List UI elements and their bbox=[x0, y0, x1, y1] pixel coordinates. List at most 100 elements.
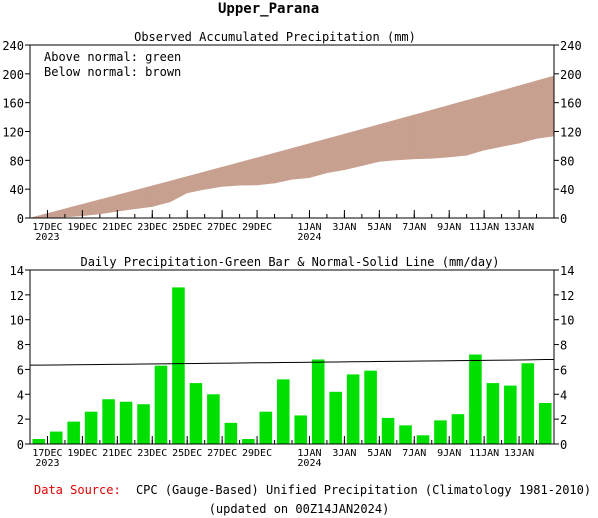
y-tick-label-left: 0 bbox=[17, 212, 24, 226]
accumulated-day-segment bbox=[82, 199, 101, 217]
y-tick-label-left: 6 bbox=[17, 363, 24, 377]
x-tick-label: 3JAN bbox=[332, 448, 356, 459]
accumulated-day-segment bbox=[466, 95, 485, 156]
y-tick-label-right: 120 bbox=[560, 126, 582, 140]
x-tick-label: 7JAN bbox=[402, 222, 426, 233]
daily-bar bbox=[172, 287, 185, 444]
y-tick-label-right: 0 bbox=[560, 212, 567, 226]
accumulated-chart-title: Observed Accumulated Precipitation (mm) bbox=[134, 30, 416, 44]
footer-source: Data Source: CPC (Gauge-Based) Unified P… bbox=[34, 483, 591, 497]
y-tick-label-right: 2 bbox=[560, 413, 567, 427]
accumulated-day-segment bbox=[501, 85, 520, 147]
x-tick-label: 23DEC bbox=[137, 448, 167, 459]
daily-bar bbox=[294, 415, 308, 444]
x-tick-label: 25DEC bbox=[172, 222, 202, 233]
accumulated-day-segment bbox=[204, 166, 223, 190]
daily-bar bbox=[276, 379, 290, 444]
accumulated-day-segment bbox=[483, 90, 502, 151]
daily-bar bbox=[486, 383, 500, 444]
y-tick-label-right: 200 bbox=[560, 68, 582, 82]
x-tick-label: 25DEC bbox=[172, 448, 202, 459]
x-tick-label: 13JAN bbox=[504, 222, 534, 233]
accumulated-day-segment bbox=[396, 114, 415, 161]
daily-bar bbox=[224, 422, 238, 444]
accumulated-day-segment bbox=[256, 152, 275, 186]
accumulated-day-segment bbox=[309, 138, 328, 179]
daily-bar bbox=[504, 385, 517, 444]
daily-bar bbox=[189, 383, 203, 444]
y-tick-label-right: 160 bbox=[560, 97, 582, 111]
x-tick-label: 19DEC bbox=[67, 222, 97, 233]
y-tick-label-right: 4 bbox=[560, 388, 567, 402]
x-tick-label: 11JAN bbox=[469, 448, 499, 459]
accumulated-day-segment bbox=[117, 190, 136, 212]
accumulated-day-segment bbox=[47, 208, 66, 219]
daily-bar bbox=[521, 363, 535, 444]
accumulated-day-segment bbox=[151, 180, 171, 207]
accumulated-day-segment bbox=[413, 109, 433, 160]
y-tick-label-right: 6 bbox=[560, 363, 567, 377]
daily-bar bbox=[469, 354, 482, 444]
x-tick-label: 27DEC bbox=[207, 448, 237, 459]
accumulated-day-segment bbox=[99, 194, 118, 215]
accumulated-day-segment bbox=[134, 185, 153, 210]
accumulated-day-segment bbox=[379, 119, 398, 162]
daily-chart-title: Daily Precipitation-Green Bar & Normal-S… bbox=[80, 255, 499, 269]
daily-chart: Daily Precipitation-Green Bar & Normal-S… bbox=[10, 255, 575, 469]
daily-bar bbox=[311, 359, 325, 444]
x-tick-label: 13JAN bbox=[504, 448, 534, 459]
x-tick-label: 9JAN bbox=[437, 448, 461, 459]
daily-bar bbox=[434, 420, 447, 444]
x-tick-label: 7JAN bbox=[402, 448, 426, 459]
x-tick-sublabel: 2023 bbox=[35, 232, 59, 243]
x-tick-sublabel: 2023 bbox=[35, 458, 59, 469]
daily-bar bbox=[137, 404, 150, 444]
x-tick-label: 5JAN bbox=[367, 448, 391, 459]
y-tick-label-right: 80 bbox=[560, 154, 574, 168]
daily-bar bbox=[242, 439, 255, 444]
x-tick-label: 21DEC bbox=[102, 448, 132, 459]
y-tick-label-left: 8 bbox=[17, 339, 24, 353]
x-tick-sublabel: 2024 bbox=[297, 232, 321, 243]
daily-bar bbox=[102, 399, 115, 444]
y-tick-label-right: 14 bbox=[560, 264, 574, 278]
x-tick-label: 11JAN bbox=[469, 222, 499, 233]
accumulated-day-segment bbox=[291, 143, 310, 180]
x-tick-label: 17DEC bbox=[32, 448, 62, 459]
accumulated-day-segment bbox=[536, 75, 555, 139]
y-tick-label-left: 80 bbox=[10, 154, 24, 168]
daily-bar bbox=[84, 411, 98, 444]
accumulated-day-segment bbox=[221, 162, 240, 187]
accumulated-day-segment bbox=[448, 100, 467, 158]
x-tick-label: 1JAN bbox=[297, 448, 321, 459]
y-tick-label-left: 0 bbox=[17, 438, 24, 452]
y-tick-label-right: 10 bbox=[560, 314, 574, 328]
accumulated-day-segment bbox=[344, 128, 363, 171]
accumulated-day-segment bbox=[64, 203, 83, 218]
daily-bar bbox=[154, 365, 168, 444]
daily-bar bbox=[451, 414, 465, 444]
footer-updated: (updated on 00Z14JAN2024) bbox=[209, 502, 390, 516]
daily-bar bbox=[67, 421, 80, 444]
legend-below-normal: Below normal: brown bbox=[44, 65, 181, 79]
footer-source-label: Data Source: bbox=[34, 483, 121, 497]
daily-bar bbox=[329, 391, 342, 444]
daily-bar bbox=[259, 411, 273, 444]
accumulated-day-segment bbox=[361, 124, 380, 167]
x-tick-label: 3JAN bbox=[332, 222, 356, 233]
x-tick-label: 23DEC bbox=[137, 222, 167, 233]
daily-bar bbox=[32, 439, 46, 444]
x-tick-label: 19DEC bbox=[67, 448, 97, 459]
daily-bar bbox=[416, 435, 430, 444]
footer-source-text: CPC (Gauge-Based) Unified Precipitation … bbox=[136, 483, 591, 497]
accumulated-day-segment bbox=[239, 157, 258, 186]
x-tick-label: 21DEC bbox=[102, 222, 132, 233]
y-tick-label-right: 8 bbox=[560, 339, 567, 353]
accumulated-area-layer bbox=[29, 75, 555, 219]
accumulated-chart: Observed Accumulated Precipitation (mm) … bbox=[2, 30, 581, 243]
accumulated-day-segment bbox=[326, 133, 345, 174]
accumulated-day-segment bbox=[431, 104, 450, 159]
